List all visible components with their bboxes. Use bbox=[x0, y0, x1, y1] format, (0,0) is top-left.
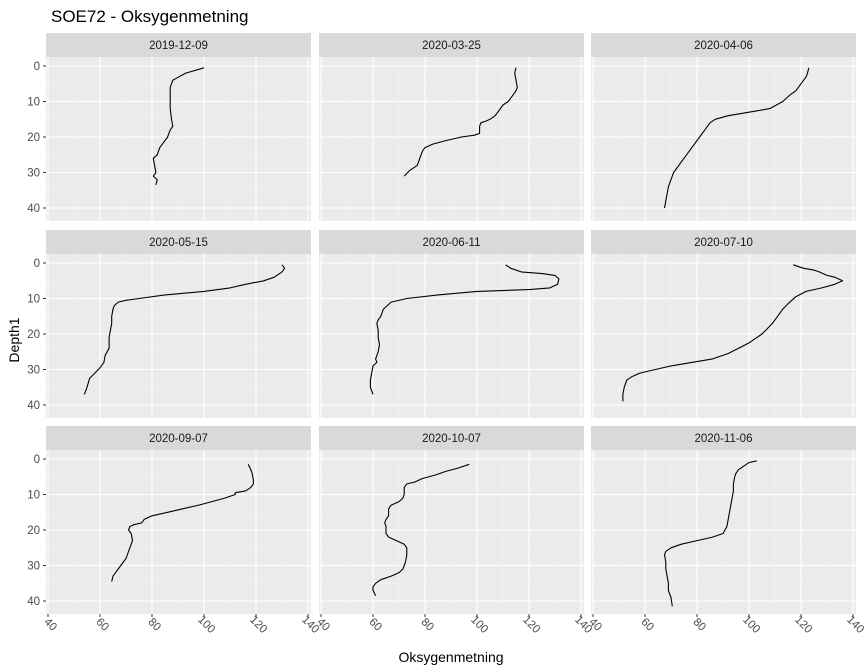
x-tick-label: 120 bbox=[520, 614, 542, 636]
facet-strip-label: 2020-04-06 bbox=[694, 40, 753, 52]
panel-background bbox=[46, 254, 311, 418]
profile-line bbox=[663, 460, 757, 607]
panel-background bbox=[46, 450, 311, 614]
y-tick-label: 40 bbox=[27, 400, 40, 412]
y-tick-label: 30 bbox=[27, 365, 40, 377]
x-tick-label: 80 bbox=[145, 616, 163, 634]
x-tick-label: 60 bbox=[93, 616, 111, 634]
y-tick-label: 20 bbox=[27, 525, 40, 537]
profile-line bbox=[152, 67, 205, 186]
y-tick-label: 40 bbox=[27, 596, 40, 608]
x-tick-label: 120 bbox=[247, 614, 269, 636]
x-tick-label: 140 bbox=[844, 614, 864, 636]
profile-line bbox=[622, 264, 844, 402]
facet-strip bbox=[591, 33, 856, 57]
profile-line bbox=[403, 67, 518, 177]
y-tick-label: 20 bbox=[27, 329, 40, 341]
x-tick-label: 120 bbox=[792, 614, 814, 636]
x-tick-label: 40 bbox=[41, 616, 59, 634]
profile-line bbox=[663, 67, 810, 209]
y-tick-label: 0 bbox=[34, 454, 40, 466]
x-tick-label: 80 bbox=[690, 616, 708, 634]
y-axis-title: Depth1 bbox=[6, 317, 22, 362]
facet-strip bbox=[319, 426, 584, 450]
panel-background bbox=[46, 57, 311, 221]
y-tick-label: 40 bbox=[27, 203, 40, 215]
facet-strip-label: 2019-12-09 bbox=[149, 40, 208, 52]
facet-panel: 2020-04-06 bbox=[591, 33, 856, 221]
profile-line bbox=[83, 264, 286, 395]
x-tick-label: 60 bbox=[638, 616, 656, 634]
facet-strip-label: 2020-11-06 bbox=[695, 433, 753, 445]
facet-strip bbox=[591, 230, 856, 254]
x-axis-title: Oksygenmetning bbox=[398, 649, 503, 665]
y-tick-label: 10 bbox=[27, 490, 40, 502]
facet-panel: 2019-12-09 0 10 20 30 40 bbox=[27, 33, 311, 221]
facet-strip bbox=[46, 230, 311, 254]
facet-strip bbox=[319, 230, 584, 254]
x-tick-label: 60 bbox=[366, 616, 384, 634]
y-tick-label: 0 bbox=[34, 61, 40, 73]
facet-strip bbox=[46, 33, 311, 57]
facet-strip-label: 2020-05-15 bbox=[149, 237, 208, 249]
profile-line bbox=[111, 464, 254, 582]
x-tick-label: 100 bbox=[468, 614, 490, 636]
facet-strip bbox=[319, 33, 584, 57]
facet-strip-label: 2020-09-07 bbox=[149, 433, 208, 445]
x-tick-label: 100 bbox=[195, 614, 217, 636]
facet-panels: 2019-12-09 0 10 20 30 40 2020-03-25 2020-04-06 2… bbox=[27, 33, 864, 636]
y-tick-label: 20 bbox=[27, 132, 40, 144]
profile-line bbox=[372, 463, 470, 596]
chart-title: SOE72 - Oksygenmetning bbox=[51, 7, 248, 26]
panel-background bbox=[319, 254, 584, 418]
x-tick-label: 100 bbox=[740, 614, 762, 636]
panel-background bbox=[591, 57, 856, 221]
facet-strip-label: 2020-10-07 bbox=[422, 433, 481, 445]
facet-strip bbox=[591, 426, 856, 450]
y-tick-label: 0 bbox=[34, 258, 40, 270]
facet-strip-label: 2020-03-25 bbox=[422, 40, 481, 52]
y-tick-label: 30 bbox=[27, 168, 40, 180]
facet-strip bbox=[46, 426, 311, 450]
panel-background bbox=[591, 254, 856, 418]
facet-strip-label: 2020-07-10 bbox=[694, 237, 753, 249]
y-tick-label: 30 bbox=[27, 561, 40, 573]
profile-line bbox=[369, 264, 560, 395]
y-tick-label: 10 bbox=[27, 294, 40, 306]
facet-panel: 2020-06-11 bbox=[319, 230, 584, 418]
panel-background bbox=[319, 450, 584, 614]
facet-panel: 2020-03-25 bbox=[319, 33, 584, 221]
y-tick-label: 10 bbox=[27, 97, 40, 109]
facet-strip-label: 2020-06-11 bbox=[423, 237, 481, 249]
x-tick-label: 80 bbox=[418, 616, 436, 634]
facet-panel: 2020-07-10 bbox=[591, 230, 856, 418]
facet-panel: 2020-05-15 0 10 20 30 40 bbox=[27, 230, 311, 418]
